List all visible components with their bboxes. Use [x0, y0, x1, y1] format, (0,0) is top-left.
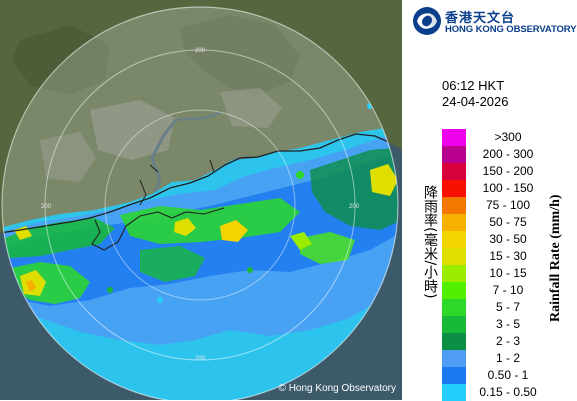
legend-label: >300: [494, 130, 522, 144]
legend-label: 10 - 15: [489, 266, 527, 280]
rain-core-heavy: [14, 226, 32, 240]
observatory-logo: 香港天文台 HONG KONG OBSERVATORY: [412, 6, 577, 38]
legend-unit-english: Rainfall Rate (mm/h): [548, 194, 563, 322]
river: [148, 119, 178, 206]
coastline: [91, 207, 225, 251]
legend-swatch: [442, 214, 466, 231]
rain-cell: [296, 171, 304, 179]
legend-swatch: [442, 129, 466, 146]
range-ring: [104, 109, 296, 301]
observation-date: 24-04-2026: [442, 94, 509, 109]
legend-label: 200 - 300: [482, 147, 534, 161]
legend-swatch: [442, 333, 466, 350]
rain-area-moderate: [300, 232, 355, 264]
legend-swatch: [442, 265, 466, 282]
legend-label: 2 - 3: [495, 334, 520, 348]
rain-core-heavy: [174, 218, 196, 236]
legend-swatch: [442, 350, 466, 367]
legend-swatch: [442, 384, 466, 401]
rain-area-moderate: [120, 198, 300, 244]
legend-labels: >300 200 - 300 150 - 200 100 - 150 75 - 100 5…: [472, 129, 544, 401]
legend-label: 7 - 10: [492, 283, 524, 297]
legend-swatch: [442, 163, 466, 180]
legend-swatch: [442, 367, 466, 384]
mountain-shading: [12, 25, 110, 95]
legend-label: 3 - 5: [495, 317, 520, 331]
legend-label: 30 - 50: [489, 232, 527, 246]
urban-area: [90, 100, 175, 160]
radar-map: 200 200 200 200 © Hong Kong Observatory: [0, 0, 402, 400]
rain-core-heavy: [370, 164, 398, 196]
legend-panel: 香港天文台 HONG KONG OBSERVATORY 06:12 HKT 24…: [402, 0, 577, 401]
urban-area: [220, 88, 282, 128]
legend-swatch: [442, 146, 466, 163]
range-label: 200: [349, 204, 360, 210]
legend-swatch: [442, 231, 466, 248]
urban-area: [40, 132, 96, 182]
hko-swirl-logo-icon: [413, 7, 441, 35]
legend-swatch: [442, 299, 466, 316]
range-label: 200: [41, 204, 52, 210]
legend-label: 1 - 2: [495, 351, 520, 365]
rain-area-moderate: [2, 218, 115, 258]
rain-cell: [157, 297, 163, 303]
rain-core-heavy: [220, 220, 248, 242]
copyright-text: © Hong Kong Observatory: [278, 383, 396, 394]
legend-unit-chinese: 降雨率(毫米/小時): [422, 185, 438, 299]
rain-cell: [107, 287, 113, 293]
rain-area-moderate: [140, 246, 205, 282]
river: [175, 111, 223, 121]
observation-time: 06:12 HKT: [442, 78, 505, 93]
legend-swatches: [442, 129, 466, 401]
legend-label: 0.15 - 0.50: [479, 385, 537, 399]
coastline: [2, 133, 398, 234]
legend-label: 75 - 100: [485, 198, 531, 212]
rain-core-heavy: [26, 280, 36, 292]
rain-cell: [247, 267, 253, 273]
rain-cell: [327, 297, 333, 303]
range-label: 200: [195, 48, 206, 54]
radar-range-edge: [1, 6, 399, 400]
legend-swatch: [442, 316, 466, 333]
range-label: 200: [195, 356, 206, 362]
legend-label: 50 - 75: [489, 215, 527, 229]
rain-core-heavy: [290, 232, 312, 250]
radar-coverage: [2, 7, 398, 400]
range-ring: [44, 49, 356, 361]
legend-label: 5 - 7: [495, 300, 520, 314]
logo-chinese-text: 香港天文台: [445, 11, 516, 26]
legend-swatch: [442, 197, 466, 214]
legend-label: 15 - 30: [489, 249, 527, 263]
legend-label: 100 - 150: [482, 181, 534, 195]
legend-swatch: [442, 282, 466, 299]
logo-english-text: HONG KONG OBSERVATORY: [445, 24, 577, 35]
legend-swatch: [442, 248, 466, 265]
legend-label: 150 - 200: [482, 164, 534, 178]
coastline: [139, 159, 215, 206]
legend-label: 0.50 - 1: [487, 368, 529, 382]
legend-swatch: [442, 180, 466, 197]
